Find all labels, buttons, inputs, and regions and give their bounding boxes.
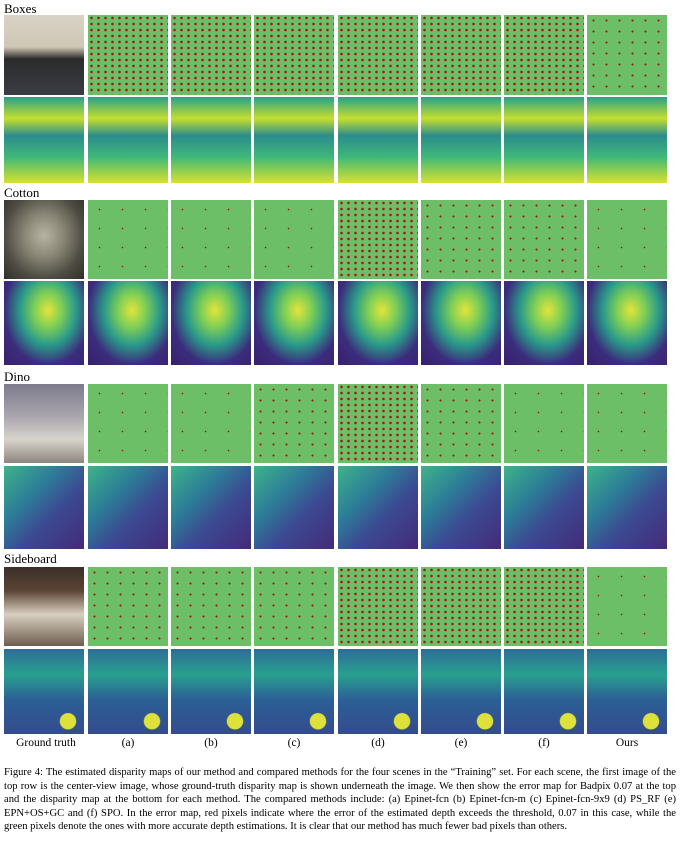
disparity-map xyxy=(504,97,584,183)
error-map xyxy=(254,384,334,463)
column-label: (a) xyxy=(121,737,135,749)
disparity-map xyxy=(421,649,501,734)
error-map xyxy=(171,15,251,95)
scene-label: Cotton xyxy=(4,185,40,200)
disparity-map xyxy=(254,97,334,183)
disparity-map xyxy=(504,281,584,365)
error-map xyxy=(171,567,251,646)
disparity-map xyxy=(421,97,501,183)
column-label: (e) xyxy=(454,737,468,749)
error-map xyxy=(171,200,251,279)
error-map xyxy=(88,15,168,95)
scene-label: Boxes xyxy=(4,1,37,16)
disparity-map xyxy=(338,97,418,183)
disparity-map xyxy=(587,97,667,183)
disparity-map xyxy=(88,466,168,549)
error-map xyxy=(504,567,584,646)
center-view xyxy=(4,384,84,463)
disparity-map xyxy=(587,649,667,734)
disparity-map xyxy=(587,281,667,365)
error-map xyxy=(88,567,168,646)
disparity-map xyxy=(171,97,251,183)
column-label: (b) xyxy=(204,737,218,749)
disparity-map xyxy=(338,466,418,549)
disparity-map xyxy=(88,97,168,183)
column-label: (c) xyxy=(287,737,301,749)
disparity-map xyxy=(4,97,84,183)
disparity-map xyxy=(254,649,334,734)
disparity-map xyxy=(421,281,501,365)
column-label: (f) xyxy=(538,737,550,749)
disparity-map xyxy=(254,466,334,549)
error-map xyxy=(338,567,418,646)
error-map xyxy=(338,15,418,95)
error-map xyxy=(171,384,251,463)
scene-label: Dino xyxy=(4,369,30,384)
error-map xyxy=(421,567,501,646)
disparity-map xyxy=(4,281,84,365)
error-map xyxy=(254,15,334,95)
error-map xyxy=(587,200,667,279)
column-label: Ground truth xyxy=(16,737,76,749)
error-map xyxy=(88,384,168,463)
disparity-map xyxy=(254,281,334,365)
center-view xyxy=(4,200,84,279)
disparity-map xyxy=(88,649,168,734)
error-map xyxy=(254,200,334,279)
error-map xyxy=(504,384,584,463)
disparity-map xyxy=(171,649,251,734)
caption: Figure 4: The estimated disparity maps o… xyxy=(4,767,676,833)
disparity-map xyxy=(171,281,251,365)
error-map xyxy=(254,567,334,646)
error-map xyxy=(587,384,667,463)
disparity-map xyxy=(338,649,418,734)
disparity-map xyxy=(88,281,168,365)
error-map xyxy=(504,15,584,95)
disparity-map xyxy=(504,466,584,549)
error-map xyxy=(338,384,418,463)
disparity-map xyxy=(504,649,584,734)
disparity-map xyxy=(587,466,667,549)
disparity-map xyxy=(4,649,84,734)
error-map xyxy=(587,567,667,646)
error-map xyxy=(338,200,418,279)
error-map xyxy=(421,15,501,95)
error-map xyxy=(88,200,168,279)
scene-label: Sideboard xyxy=(4,551,57,566)
disparity-map xyxy=(338,281,418,365)
error-map xyxy=(421,200,501,279)
center-view xyxy=(4,567,84,646)
error-map xyxy=(421,384,501,463)
error-map xyxy=(504,200,584,279)
disparity-map xyxy=(4,466,84,549)
disparity-map xyxy=(421,466,501,549)
column-label: Ours xyxy=(615,737,639,749)
column-label: (d) xyxy=(371,737,385,749)
disparity-map xyxy=(171,466,251,549)
error-map xyxy=(587,15,667,95)
center-view xyxy=(4,15,84,95)
